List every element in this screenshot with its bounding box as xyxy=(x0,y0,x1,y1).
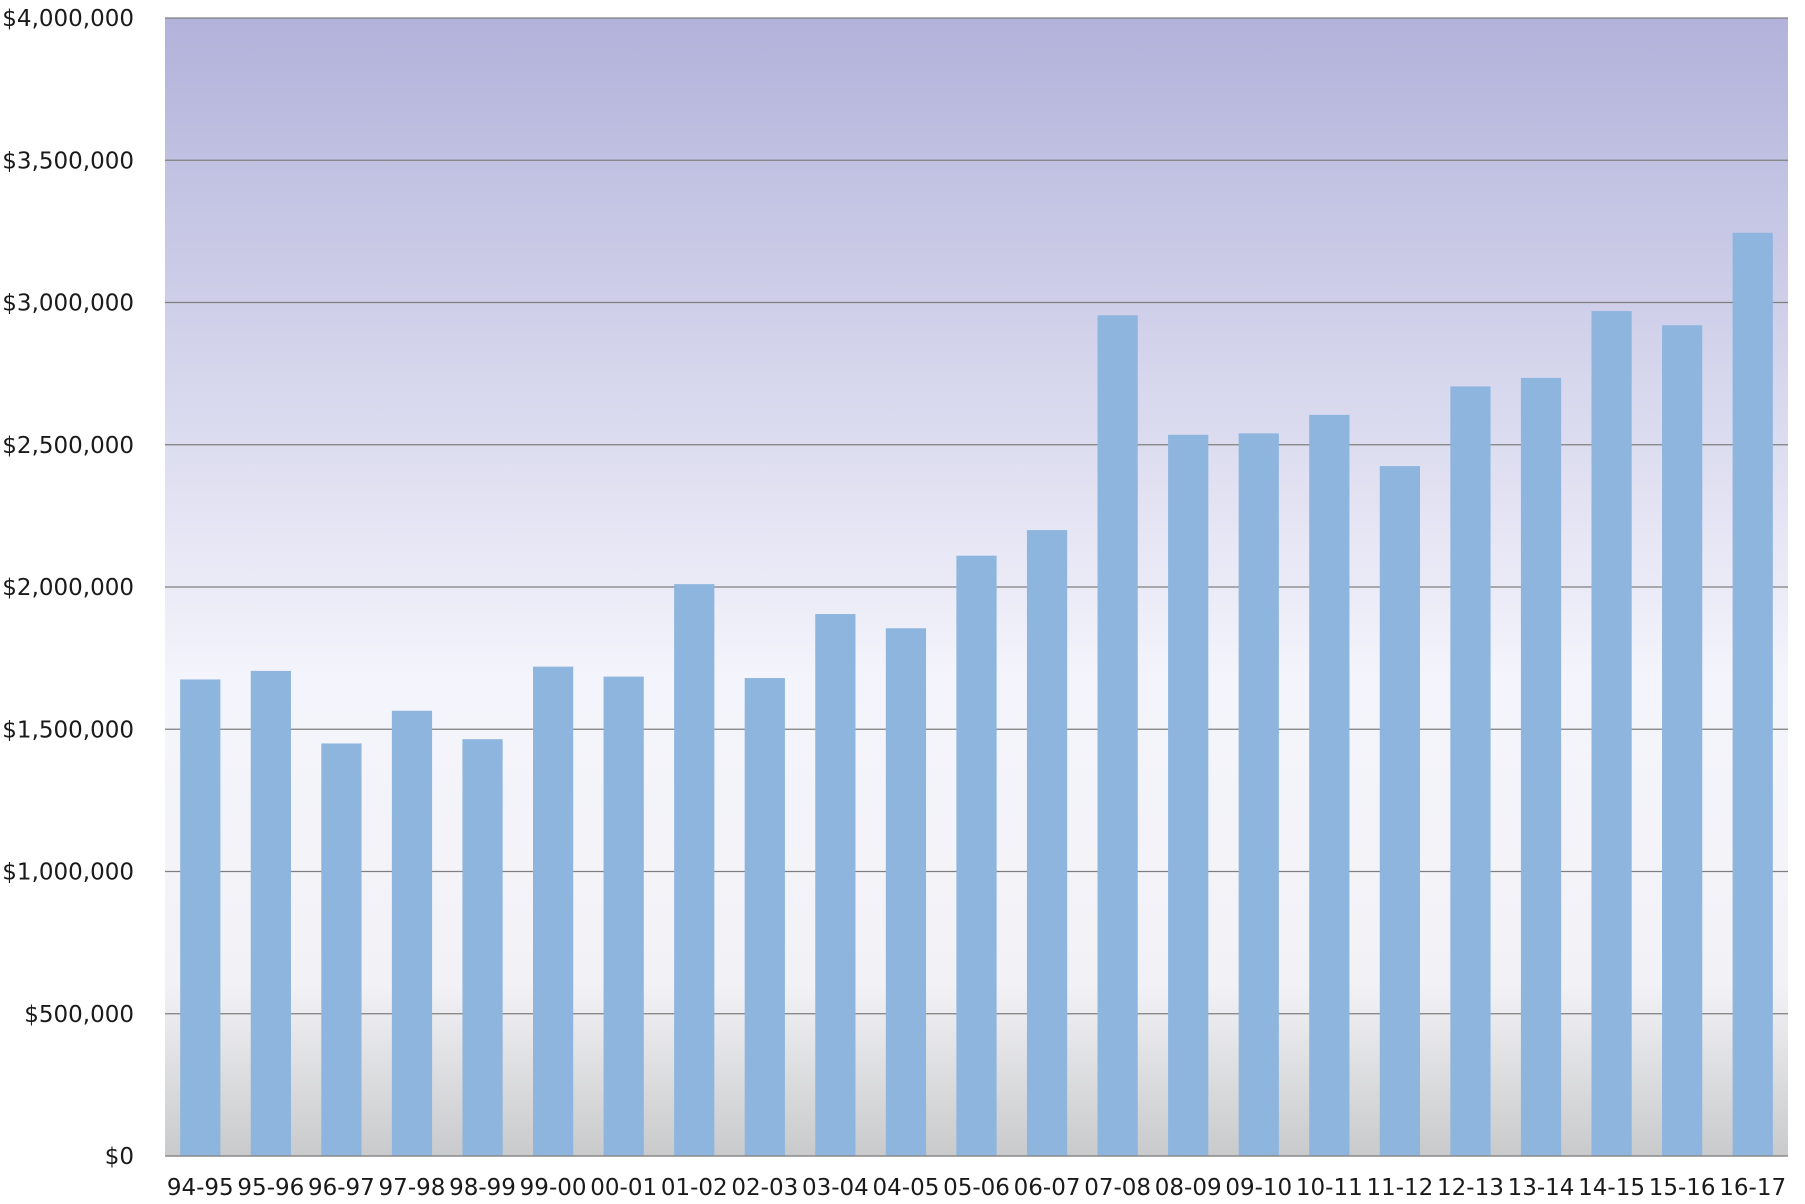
x-tick-label: 05-06 xyxy=(943,1175,1010,1201)
x-tick-label: 98-99 xyxy=(449,1175,516,1201)
x-tick-label: 14-15 xyxy=(1578,1175,1645,1201)
bars xyxy=(180,232,1773,1157)
x-tick-label: 12-13 xyxy=(1437,1175,1504,1201)
bar-98-99 xyxy=(462,739,503,1156)
bar-95-96 xyxy=(250,670,291,1156)
bar-13-14 xyxy=(1520,377,1562,1157)
bar-94-95 xyxy=(180,679,221,1156)
bar-08-09 xyxy=(1168,434,1209,1157)
bar-04-05 xyxy=(885,628,927,1156)
y-tick-label: $0 xyxy=(105,1144,134,1170)
bar-96-97 xyxy=(321,743,362,1156)
y-tick-label: $2,500,000 xyxy=(2,433,134,459)
x-tick-label: 96-97 xyxy=(308,1175,375,1201)
x-tick-label: 01-02 xyxy=(661,1175,728,1201)
bar-03-04 xyxy=(815,614,856,1156)
y-tick-label: $1,000,000 xyxy=(2,860,134,886)
x-tick-label: 97-98 xyxy=(379,1175,446,1201)
x-axis-category-labels: 94-95 95-96 96-97 97-98 98-99 99-00 00-01 01-02… xyxy=(167,1175,1786,1201)
y-tick-label: $4,000,000 xyxy=(2,6,134,32)
bar-07-08 xyxy=(1097,315,1138,1156)
x-tick-label: 07-08 xyxy=(1084,1175,1151,1201)
x-tick-label: 04-05 xyxy=(873,1175,940,1201)
bar-11-12 xyxy=(1379,466,1421,1156)
bar-01-02 xyxy=(674,584,715,1156)
bar-14-15 xyxy=(1591,311,1632,1156)
x-tick-label: 16-17 xyxy=(1719,1175,1786,1201)
y-axis-tick-labels: $0 $500,000 $1,000,000 $1,500,000 $2,000,000… xyxy=(2,6,134,1170)
bar-09-10 xyxy=(1238,433,1279,1156)
bar-00-01 xyxy=(603,676,644,1156)
y-tick-label: $2,000,000 xyxy=(2,575,134,601)
x-tick-label: 00-01 xyxy=(590,1175,657,1201)
bar-06-07 xyxy=(1026,530,1068,1156)
x-tick-label: 99-00 xyxy=(520,1175,587,1201)
x-tick-label: 95-96 xyxy=(237,1175,304,1201)
x-tick-label: 03-04 xyxy=(802,1175,869,1201)
bar-16-17 xyxy=(1732,232,1773,1157)
bar-97-98 xyxy=(391,710,433,1156)
bar-99-00 xyxy=(532,666,574,1156)
bar-02-03 xyxy=(744,678,785,1156)
x-tick-label: 11-12 xyxy=(1366,1175,1433,1201)
y-tick-label: $1,500,000 xyxy=(2,717,134,743)
y-tick-label: $3,500,000 xyxy=(2,148,134,174)
x-tick-label: 08-09 xyxy=(1155,1175,1222,1201)
x-tick-label: 02-03 xyxy=(731,1175,798,1201)
bar-10-11 xyxy=(1309,414,1350,1156)
bar-12-13 xyxy=(1450,386,1491,1156)
x-tick-label: 06-07 xyxy=(1014,1175,1081,1201)
y-tick-label: $500,000 xyxy=(24,1002,134,1028)
bar-05-06 xyxy=(956,555,997,1156)
x-tick-label: 94-95 xyxy=(167,1175,234,1201)
x-tick-label: 09-10 xyxy=(1225,1175,1292,1201)
y-tick-label: $3,000,000 xyxy=(2,291,134,317)
bar-15-16 xyxy=(1662,325,1703,1156)
x-tick-label: 15-16 xyxy=(1649,1175,1716,1201)
x-tick-label: 10-11 xyxy=(1296,1175,1363,1201)
x-tick-label: 13-14 xyxy=(1508,1175,1575,1201)
